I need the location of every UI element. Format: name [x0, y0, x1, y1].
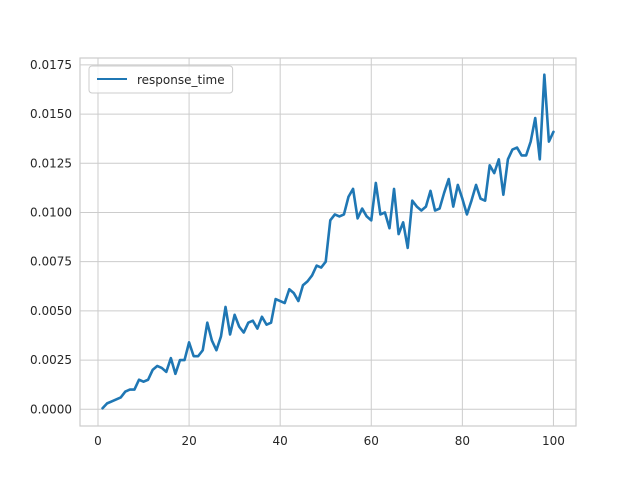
x-tick-label: 80 [455, 434, 470, 448]
y-tick-label: 0.0000 [30, 402, 72, 416]
legend-box [88, 65, 234, 94]
series-line-response-time [101, 73, 555, 410]
x-tick-label: 20 [181, 434, 196, 448]
x-tick-label: 40 [273, 434, 288, 448]
y-tick-label: 0.0125 [30, 156, 72, 170]
y-tick-label: 0.0100 [30, 205, 72, 219]
series-layer [101, 73, 555, 410]
x-tick-label: 0 [94, 434, 102, 448]
y-tick-label: 0.0075 [30, 255, 72, 269]
x-tick-labels: 0 20 40 60 80 100 [94, 434, 565, 448]
y-tick-label: 0.0025 [30, 353, 72, 367]
x-gridlines [97, 58, 554, 426]
legend-label-response-time: response_time [137, 73, 225, 87]
x-tick-label: 100 [542, 434, 565, 448]
y-tick-labels: 0.0000 0.0025 0.0050 0.0075 0.0100 0.0125 0.01… [30, 58, 72, 416]
legend: response_time [88, 65, 234, 94]
x-tick-label: 60 [364, 434, 379, 448]
y-tick-label: 0.0050 [30, 304, 72, 318]
y-gridlines [80, 64, 576, 410]
y-tick-label: 0.0175 [30, 58, 72, 72]
y-tick-label: 0.0150 [30, 107, 72, 121]
plot-frame [79, 57, 577, 427]
